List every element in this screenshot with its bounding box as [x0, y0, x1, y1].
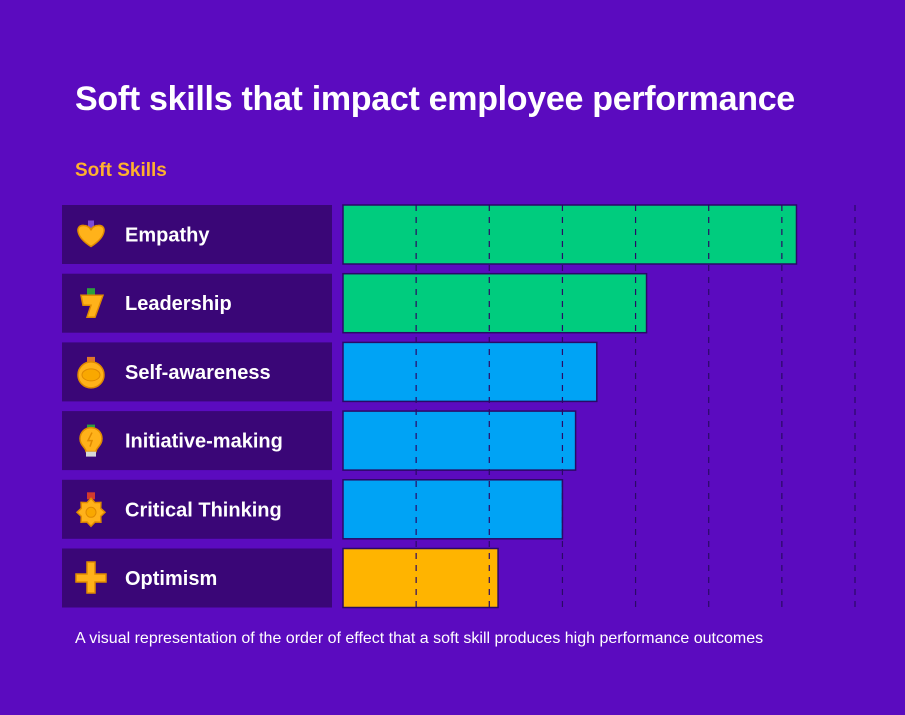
- bar-leadership: [342, 272, 648, 334]
- label-panel: [62, 273, 332, 333]
- label-panel: [62, 205, 332, 264]
- category-label: Critical Thinking: [125, 499, 282, 521]
- heart-medal-icon: [77, 220, 105, 248]
- bar-critical-thinking: [342, 479, 564, 540]
- bar-optimism: [342, 547, 499, 609]
- plus-medal-icon: [75, 561, 107, 594]
- label-panel: [62, 479, 332, 539]
- category-label: Leadership: [125, 293, 232, 315]
- bar-empathy: [342, 204, 798, 265]
- gold-medal-icon: [77, 356, 105, 389]
- label-panel: [62, 411, 332, 471]
- lightbulb-icon: [79, 424, 103, 457]
- category-label: Empathy: [125, 225, 210, 247]
- chart-title: Soft skills that impact employee perform…: [75, 80, 795, 118]
- bar-initiative-making: [342, 410, 577, 471]
- bar-self-awareness: [342, 341, 598, 403]
- label-panel: [62, 342, 332, 402]
- category-label: Initiative-making: [125, 431, 283, 453]
- label-panel: [62, 548, 332, 608]
- chart-subtitle: Soft Skills: [75, 160, 167, 181]
- category-label: Optimism: [125, 568, 217, 590]
- category-label: Self-awareness: [125, 362, 271, 384]
- lightning-medal-icon: [80, 288, 105, 318]
- gear-medal-icon: [75, 492, 107, 528]
- chart-caption: A visual representation of the order of …: [75, 630, 764, 647]
